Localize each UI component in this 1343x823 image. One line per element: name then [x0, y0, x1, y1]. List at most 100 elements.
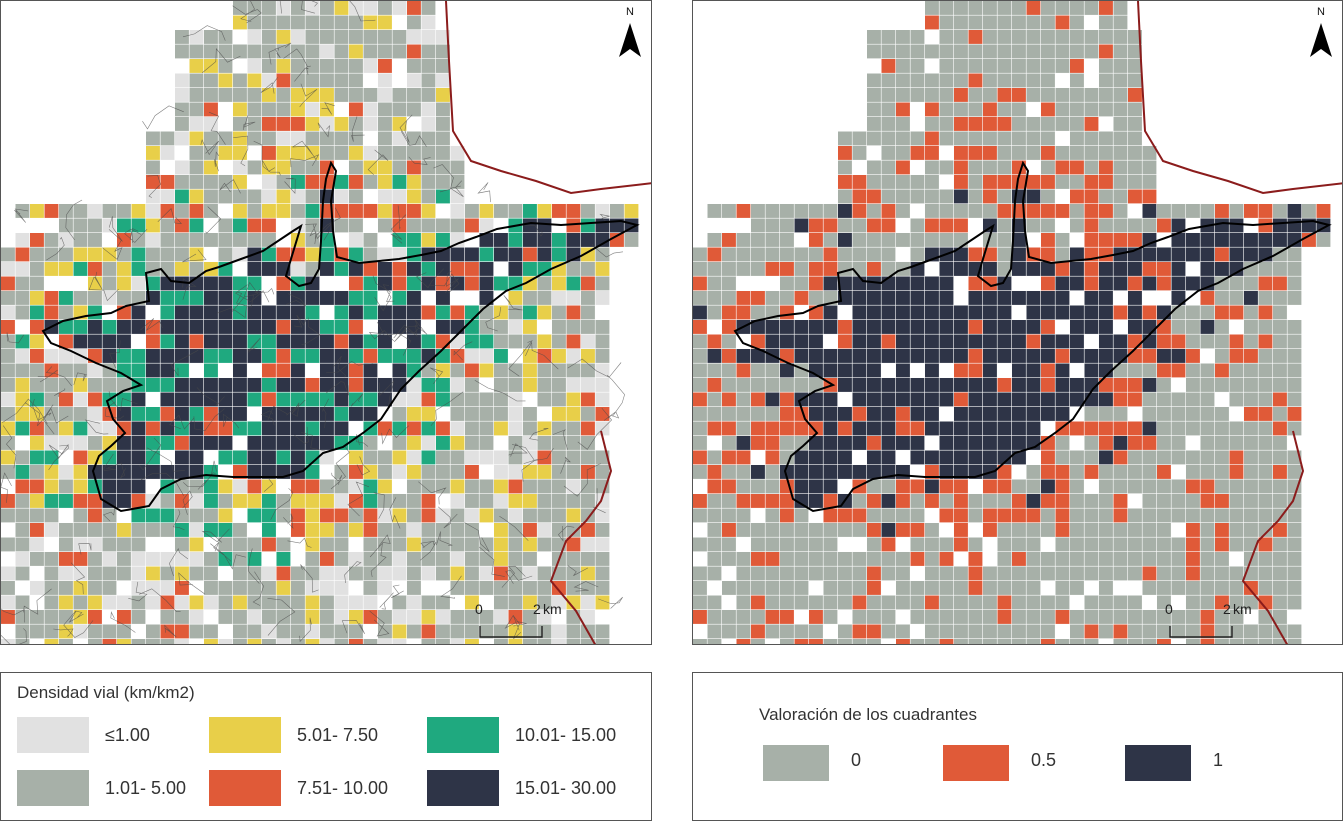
- grid-cell: [494, 450, 508, 465]
- grid-cell: [595, 479, 610, 494]
- grid-cell: [334, 146, 349, 160]
- grid-cell: [852, 494, 867, 508]
- grid-cell: [751, 291, 765, 305]
- grid-cell: [997, 639, 1012, 644]
- grid-cell: [1084, 305, 1099, 320]
- grid-cell: [1012, 508, 1026, 523]
- grid-cell: [566, 494, 581, 508]
- grid-cell: [809, 639, 823, 644]
- grid-cell: [1157, 450, 1171, 465]
- grid-cell: [523, 639, 537, 644]
- grid-cell: [838, 552, 852, 566]
- grid-cell: [852, 218, 867, 233]
- grid-cell: [146, 363, 160, 378]
- grid-cell: [1113, 233, 1128, 247]
- grid-cell: [73, 334, 88, 349]
- grid-cell: [247, 102, 262, 117]
- grid-cell: [1084, 523, 1099, 537]
- grid-cell: [1157, 392, 1171, 407]
- grid-cell: [276, 595, 291, 610]
- grid-cell: [88, 349, 102, 363]
- grid-cell: [939, 291, 954, 305]
- grid-cell: [1244, 624, 1258, 639]
- grid-cell: [1012, 407, 1026, 421]
- grid-cell: [1157, 639, 1171, 644]
- grid-cell: [479, 566, 494, 581]
- grid-cell: [392, 349, 407, 363]
- grid-cell: [867, 305, 881, 320]
- grid-cell: [262, 349, 276, 363]
- grid-cell: [595, 537, 610, 552]
- grid-cell: [925, 334, 939, 349]
- grid-cell: [1, 247, 15, 262]
- grid-cell: [1142, 233, 1157, 247]
- grid-cell: [1171, 349, 1186, 363]
- grid-cell: [450, 334, 465, 349]
- grid-cell: [910, 508, 925, 523]
- grid-cell: [407, 59, 421, 73]
- grid-cell: [1084, 595, 1099, 610]
- grid-cell: [189, 407, 204, 421]
- grid-cell: [780, 276, 794, 291]
- grid-cell: [896, 523, 910, 537]
- grid-cell: [204, 581, 218, 595]
- grid-cell: [175, 421, 189, 436]
- grid-cell: [1142, 537, 1157, 552]
- grid-cell: [276, 305, 291, 320]
- grid-cell: [867, 624, 881, 639]
- grid-cell: [939, 436, 954, 450]
- grid-cell: [537, 523, 552, 537]
- grid-cell: [1171, 610, 1186, 624]
- grid-cell: [1287, 291, 1302, 305]
- grid-cell: [852, 233, 867, 247]
- grid-cell: [320, 15, 334, 30]
- grid-cell: [262, 639, 276, 644]
- grid-cell: [1012, 102, 1026, 117]
- grid-cell: [852, 247, 867, 262]
- grid-cell: [421, 552, 436, 566]
- grid-cell: [175, 639, 189, 644]
- grid-cell: [262, 262, 276, 276]
- grid-cell: [954, 131, 968, 146]
- grid-cell: [910, 189, 925, 204]
- grid-cell: [610, 233, 624, 247]
- grid-cell: [624, 233, 639, 247]
- grid-cell: [852, 276, 867, 291]
- grid-cell: [30, 494, 44, 508]
- grid-cell: [780, 552, 794, 566]
- grid-cell: [160, 247, 175, 262]
- grid-cell: [378, 378, 392, 392]
- grid-cell: [175, 233, 189, 247]
- grid-cell: [552, 320, 566, 334]
- grid-cell: [1128, 320, 1142, 334]
- grid-cell: [910, 407, 925, 421]
- grid-cell: [983, 479, 997, 494]
- grid-cell: [175, 189, 189, 204]
- grid-cell: [523, 479, 537, 494]
- grid-cell: [1041, 146, 1055, 160]
- grid-cell: [954, 1, 968, 15]
- grid-cell: [1055, 59, 1070, 73]
- grid-cell: [30, 407, 44, 421]
- grid-cell: [881, 262, 896, 276]
- grid-cell: [939, 465, 954, 479]
- grid-cell: [722, 407, 736, 421]
- grid-cell: [73, 581, 88, 595]
- grid-cell: [291, 1, 305, 15]
- grid-cell: [117, 566, 131, 581]
- grid-cell: [595, 378, 610, 392]
- grid-cell: [189, 624, 204, 639]
- grid-cell: [1012, 44, 1026, 59]
- grid-cell: [581, 479, 595, 494]
- grid-cell: [595, 552, 610, 566]
- grid-cell: [247, 421, 262, 436]
- legend-label-score-05: 0.5: [1031, 750, 1057, 770]
- grid-cell: [1258, 450, 1273, 465]
- grid-cell: [566, 407, 581, 421]
- grid-cell: [407, 204, 421, 218]
- grid-cell: [88, 378, 102, 392]
- grid-cell: [939, 276, 954, 291]
- grid-cell: [1215, 581, 1229, 595]
- grid-cell: [881, 436, 896, 450]
- grid-cell: [867, 639, 881, 644]
